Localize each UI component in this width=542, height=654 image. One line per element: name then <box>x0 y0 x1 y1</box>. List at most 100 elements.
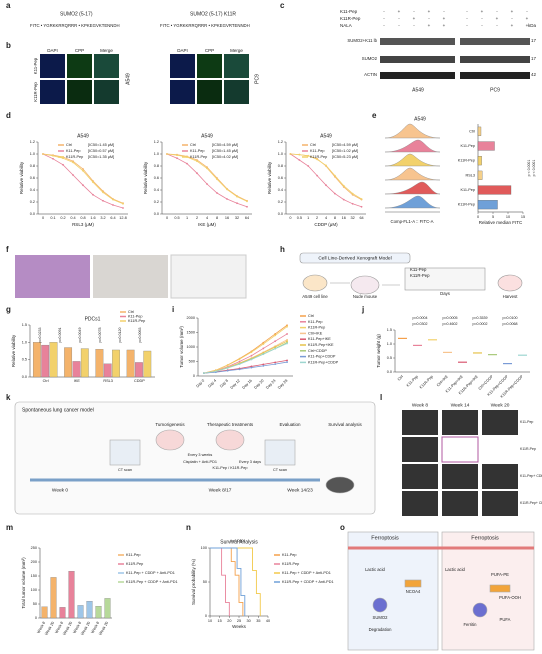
x-tick-label: 32 <box>235 216 239 220</box>
y-axis-label: Relative viability <box>143 161 148 194</box>
diagram-text: Lactic acid <box>365 567 385 572</box>
x-tick-label: 0.8 <box>80 216 85 220</box>
y-axis-label: Tumor weight (g) <box>376 334 381 368</box>
schematic-note: Cisplatin + Anti-PD1 <box>183 460 217 464</box>
sign: - <box>481 23 483 28</box>
point <box>226 364 229 367</box>
x-tick-label: Day 4 <box>207 379 217 389</box>
y-tick-label: 50 <box>33 602 37 606</box>
sign: - <box>466 23 468 28</box>
schematic-text: K11-Pep <box>410 267 427 272</box>
y-tick-label: 0.6 <box>278 176 283 180</box>
panel-label: b <box>6 41 11 50</box>
y-tick-label: 0.0 <box>387 370 392 374</box>
week-label: Week 0 <box>52 487 69 493</box>
point <box>176 154 178 157</box>
sign: - <box>413 23 415 28</box>
x-tick-label: 30 <box>247 619 251 623</box>
cell-label: A549 <box>125 73 131 85</box>
point <box>82 184 84 187</box>
image-header: CPP <box>75 48 84 53</box>
diagram-text: SUMO2 <box>373 615 389 620</box>
row-label: K11-Pep <box>520 420 533 424</box>
series-line <box>203 343 288 374</box>
x-tick-label: Day 12 <box>230 379 241 390</box>
panel-label: e <box>372 111 377 120</box>
point <box>42 153 44 155</box>
y-tick-label: 100 <box>201 546 207 550</box>
condition-label: K11R-Pep <box>340 16 361 21</box>
bar <box>49 342 58 378</box>
peptide-name: SUMO2 (5-17) K11R <box>190 11 236 17</box>
y-tick-label: 1.2 <box>278 140 283 144</box>
point <box>238 358 241 361</box>
step-label: Evaluation <box>279 422 301 427</box>
image-header: CPP <box>205 48 214 53</box>
row-label: K11-Pep+ CDDP+ Anti-PD1 <box>520 474 542 478</box>
x-axis-label: Relative median FITC <box>479 220 523 225</box>
x-tick-label: 20 <box>227 619 231 623</box>
histology <box>15 254 247 299</box>
panel-label: m <box>6 523 13 532</box>
legend-label: K11-Pep <box>66 149 81 153</box>
x-tick-label: CDDP <box>134 379 145 383</box>
bar <box>77 605 84 619</box>
point <box>286 338 288 341</box>
annotation: p=0.3539 <box>472 316 487 320</box>
bar <box>126 349 135 378</box>
legend-label: Ctrl <box>66 143 72 147</box>
bar <box>59 607 66 619</box>
microscopy <box>40 54 249 104</box>
legend-label: Ctrl <box>190 143 196 147</box>
series-line <box>290 153 362 208</box>
point <box>216 178 218 181</box>
x-tick-label: 0 <box>166 216 168 220</box>
point <box>286 359 288 362</box>
point <box>351 192 354 195</box>
image-header: DAPI <box>177 48 188 53</box>
panel-label: j <box>361 305 364 314</box>
point <box>238 360 241 363</box>
x-tick-label: 4 <box>206 216 208 220</box>
legend-label: K11-Pep+IKE <box>308 337 331 341</box>
y-tick-label: 0.5 <box>22 358 27 362</box>
point <box>176 157 178 160</box>
sign: + <box>428 9 431 14</box>
survival-line <box>210 547 261 616</box>
legend-label: K11R-Pep <box>66 155 83 159</box>
bar <box>68 571 75 619</box>
sign: + <box>496 16 499 21</box>
sign: - <box>526 9 528 14</box>
x-tick-label: Day 16 <box>242 379 253 390</box>
sign: - <box>383 23 385 28</box>
point <box>351 202 354 205</box>
point <box>274 347 277 350</box>
panel-label: a <box>6 1 11 10</box>
diagram-text: Ferroptosis <box>371 535 399 541</box>
point <box>286 333 288 335</box>
x-tick-label: 16 <box>342 216 346 220</box>
x-tick-label: RSL3 <box>103 379 113 383</box>
legend-label: K11R-Pep + CDDP + Anti-PD1 <box>126 580 178 584</box>
bar <box>477 185 512 195</box>
legend-label: K11R-Pep <box>128 319 145 323</box>
legend-label: K11-Pep <box>308 320 323 324</box>
unit: kDa <box>528 23 536 28</box>
x-tick-label: K11R-Pep <box>419 375 434 390</box>
x-tick-label: Ctrl+IKE <box>436 374 449 387</box>
annotation: p=0.0120 <box>118 327 122 342</box>
bar <box>95 349 104 378</box>
y-tick-label: 1.5 <box>22 323 27 327</box>
sign: - <box>398 16 400 21</box>
sign: + <box>443 16 446 21</box>
column-header: Week 14 <box>451 402 470 408</box>
panel-label: c <box>280 1 285 10</box>
y-tick-label: 0.0 <box>22 375 27 379</box>
survival-line <box>210 547 230 616</box>
point <box>262 347 265 350</box>
y-axis-label: Relative viability <box>267 161 272 194</box>
point <box>262 353 265 356</box>
x-tick-label: 15 <box>521 215 525 219</box>
step-label: Survival analysis <box>328 422 362 427</box>
x-tick-label: Week 8 <box>54 621 64 634</box>
